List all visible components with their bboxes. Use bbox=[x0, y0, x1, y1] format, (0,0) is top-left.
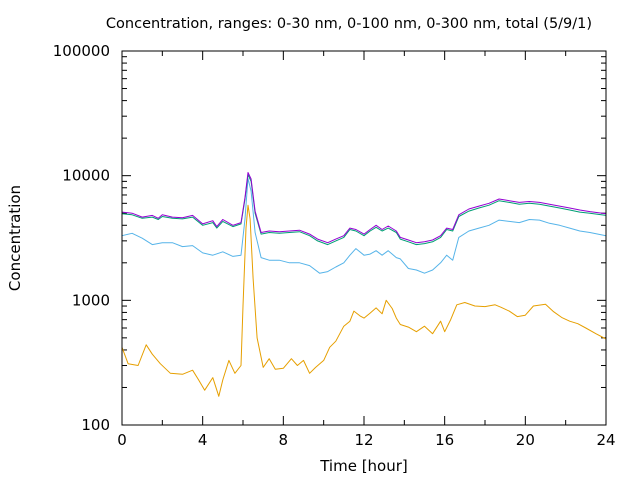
y-tick-label: 100 bbox=[81, 416, 110, 434]
x-tick-label: 20 bbox=[516, 431, 535, 449]
data-series bbox=[121, 172, 607, 397]
series-line-1 bbox=[121, 204, 607, 397]
y-tick-label: 1000 bbox=[72, 291, 110, 309]
series-line-3 bbox=[121, 174, 607, 246]
x-tick-label: 16 bbox=[435, 431, 454, 449]
y-axis-label: Concentration bbox=[6, 185, 24, 291]
x-axis-label: Time [hour] bbox=[319, 457, 408, 475]
y-tick-label: 100000 bbox=[53, 42, 110, 60]
series-line-2 bbox=[121, 177, 607, 274]
x-tick-label: 12 bbox=[354, 431, 373, 449]
x-tick-label: 0 bbox=[117, 431, 127, 449]
series-line-4 bbox=[121, 172, 607, 244]
x-tick-label: 4 bbox=[198, 431, 208, 449]
axis-ticks: 0 4 8 12 16 20 24 100 1000 10000 100000 bbox=[53, 42, 616, 449]
x-tick-label: 24 bbox=[596, 431, 615, 449]
x-tick-label: 8 bbox=[279, 431, 289, 449]
plot-frame bbox=[121, 50, 607, 426]
y-tick-label: 10000 bbox=[62, 167, 110, 185]
chart-title: Concentration, ranges: 0-30 nm, 0-100 nm… bbox=[106, 16, 592, 32]
